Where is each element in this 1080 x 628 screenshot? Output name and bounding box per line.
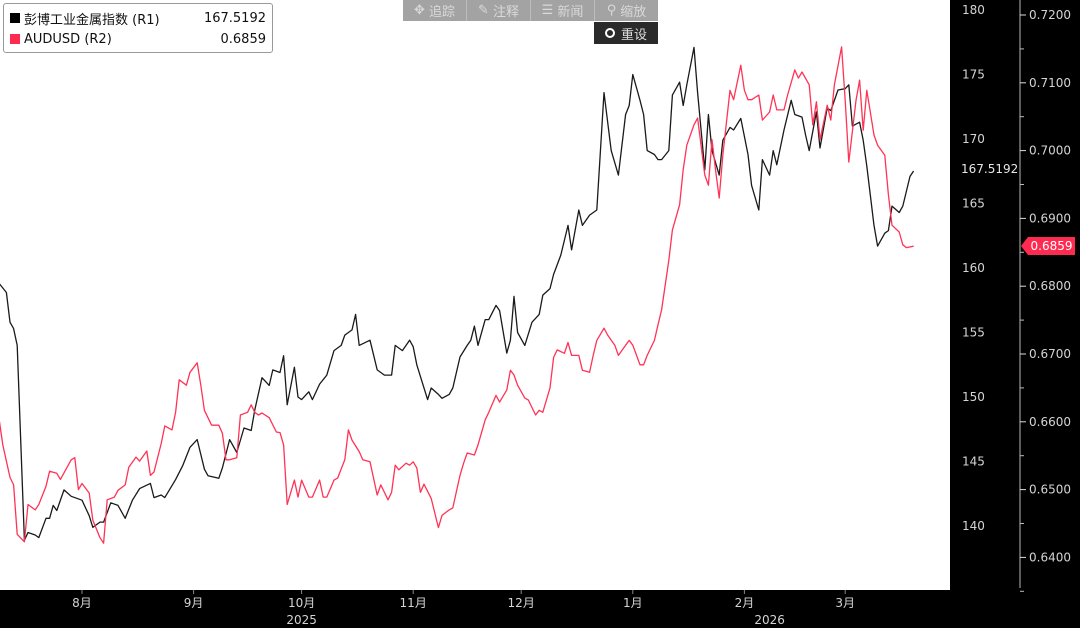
r1-tick-label: 175 — [962, 68, 985, 82]
month-label: 12月 — [508, 596, 535, 610]
zoom-label: 缩放 — [620, 5, 647, 20]
legend-name: AUDUSD (R2) — [24, 31, 112, 47]
r2-tick-label: 0.6900 — [1029, 211, 1071, 225]
month-label: 9月 — [184, 596, 204, 610]
year-label: 2025 — [286, 613, 317, 627]
r1-last-value-label: 167.5192 — [961, 162, 1019, 176]
r1-tick-label: 155 — [962, 326, 985, 340]
r2-tick-label: 0.6600 — [1029, 415, 1071, 429]
legend-item-r1[interactable]: 彭博工业金属指数 (R1) 167.5192 — [10, 8, 266, 28]
r1-tick-label: 170 — [962, 132, 985, 146]
month-label: 8月 — [72, 596, 92, 610]
legend-item-r2[interactable]: AUDUSD (R2) 0.6859 — [10, 29, 266, 49]
legend-swatch-black — [10, 13, 20, 23]
r2-tick-label: 0.6500 — [1029, 483, 1071, 497]
track-label: 追踪 — [428, 5, 455, 20]
news-icon: ☰ — [541, 3, 554, 18]
month-label: 2月 — [735, 596, 755, 610]
month-label: 10月 — [288, 596, 315, 610]
r1-tick-label: 160 — [962, 261, 985, 275]
reset-label: 重设 — [620, 27, 647, 43]
r1-tick-label: 145 — [962, 455, 985, 469]
r2-tick-label: 0.6800 — [1029, 279, 1071, 293]
r2-tick-label: 0.7100 — [1029, 76, 1071, 90]
legend-swatch-red — [10, 34, 20, 44]
r2-tick-label: 0.6700 — [1029, 347, 1071, 361]
series-line-metals-index — [0, 46, 915, 541]
annotate-button[interactable]: ✎ 注释 — [467, 0, 531, 21]
r2-tick-label: 0.7000 — [1029, 144, 1071, 158]
legend-name: 彭博工业金属指数 (R1) — [24, 12, 160, 28]
legend-value: 0.6859 — [220, 31, 267, 47]
track-button[interactable]: ✥ 追踪 — [403, 0, 467, 21]
r2-axis: 0.6400 0.6500 0.6600 0.6700 0.6800 0.6900 0.70… — [1020, 8, 1071, 592]
plot-area[interactable] — [0, 0, 950, 590]
crosshair-icon: ✥ — [414, 3, 425, 18]
series-line-audusd — [0, 46, 914, 544]
reset-button[interactable]: 重设 — [594, 22, 658, 44]
r1-tick-label: 165 — [962, 197, 985, 211]
pencil-icon: ✎ — [478, 3, 489, 18]
legend-value: 167.5192 — [203, 10, 266, 26]
month-label: 11月 — [400, 596, 427, 610]
zoom-button[interactable]: ⚲ 缩放 — [595, 0, 658, 21]
month-label: 3月 — [835, 596, 855, 610]
magnifier-icon: ⚲ — [606, 3, 617, 18]
r1-tick-label: 150 — [962, 390, 985, 404]
r1-tick-label: 140 — [962, 519, 985, 533]
news-label: 新闻 — [557, 5, 584, 20]
x-axis: 8月 9月 10月 11月 12月 1月 2月 3月 2025 2026 — [72, 590, 855, 627]
r2-last-value-label: 0.6859 — [1021, 237, 1075, 255]
reset-icon — [604, 28, 615, 38]
chart-toolbar: ✥ 追踪 ✎ 注释 ☰ 新闻 ⚲ 缩放 — [403, 0, 658, 21]
annotate-label: 注释 — [492, 5, 519, 20]
r2-tick-label: 0.7200 — [1029, 8, 1071, 22]
year-label: 2026 — [754, 613, 785, 627]
r1-axis: 140 145 150 155 160 165 170 175 180 — [962, 3, 985, 533]
legend: 彭博工业金属指数 (R1) 167.5192 AUDUSD (R2) 0.685… — [3, 3, 273, 53]
month-label: 1月 — [623, 596, 643, 610]
news-button[interactable]: ☰ 新闻 — [531, 0, 595, 21]
r1-tick-label: 180 — [962, 3, 985, 17]
r2-tick-label: 0.6400 — [1029, 550, 1071, 564]
